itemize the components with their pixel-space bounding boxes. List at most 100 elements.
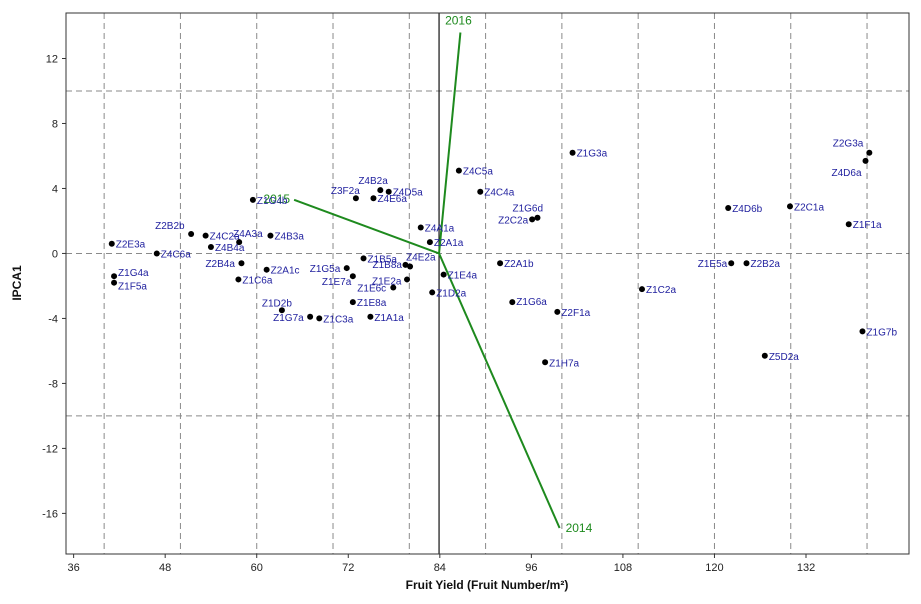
genotype-point: [370, 195, 377, 202]
genotype-label: Z1E4a: [448, 271, 478, 282]
genotype-label: Z1B8a: [372, 260, 402, 271]
genotype-point: [455, 167, 462, 174]
x-tick-label: 60: [251, 562, 263, 574]
x-tick-label: 72: [342, 562, 354, 574]
x-tick-label: 96: [525, 562, 537, 574]
genotype-point: [497, 260, 504, 267]
genotype-label: Z1E2a: [372, 276, 402, 287]
genotype-point: [542, 359, 549, 366]
genotype-point: [477, 188, 484, 195]
genotype-point: [202, 232, 209, 239]
genotype-label: Z4C6a: [161, 249, 191, 260]
genotype-label: Z4D6b: [732, 204, 762, 215]
genotype-point: [349, 299, 356, 306]
genotype-point: [407, 263, 414, 270]
genotype-label: Z4D6a: [831, 168, 861, 179]
genotype-point: [207, 243, 214, 250]
genotype-label: Z2B4a: [205, 259, 235, 270]
genotype-label: Z4B4a: [215, 243, 245, 254]
genotype-label: Z1E8a: [357, 298, 387, 309]
genotype-label: Z1G7a: [273, 313, 304, 324]
genotype-point: [385, 188, 392, 195]
genotype-point: [429, 289, 436, 296]
genotype-point: [728, 260, 735, 267]
genotype-label: Z1F5a: [118, 282, 147, 293]
genotype-point: [307, 313, 314, 320]
y-tick-label: -16: [42, 508, 58, 520]
genotype-point: [153, 250, 160, 257]
vector-2015: [293, 198, 440, 255]
genotype-point: [352, 195, 359, 202]
plot-background: [66, 13, 909, 554]
genotype-point: [845, 221, 852, 228]
genotype-label: Z1G5a: [310, 264, 341, 275]
genotype-label: Z1D2b: [262, 298, 292, 309]
x-tick-label: 120: [705, 562, 723, 574]
genotype-label: Z1E5a: [698, 259, 728, 270]
genotype-label: Z2C1a: [794, 202, 824, 213]
genotype-point: [349, 273, 356, 280]
genotype-point: [111, 273, 118, 280]
genotype-point: [402, 261, 409, 268]
genotype-label: Z4E6a: [377, 194, 407, 205]
vector-label: 2015: [263, 192, 290, 206]
genotype-label: Z4E2a: [406, 252, 436, 263]
genotype-label: Z2A1b: [504, 259, 534, 270]
genotype-point: [529, 216, 536, 223]
genotype-label: Z4A1a: [425, 223, 455, 234]
genotype-point: [743, 260, 750, 267]
genotype-label: Z1D2a: [436, 288, 466, 299]
genotype-label: Z1G3a: [577, 149, 608, 160]
genotype-point: [404, 276, 411, 283]
x-axis-title: Fruit Yield (Fruit Number/m²): [406, 578, 569, 592]
genotype-label: Z4B3a: [274, 232, 304, 243]
x-axis-ticks: 36 48 60 72 84 96 108 120 132: [68, 554, 815, 574]
genotype-label: Z4C5a: [463, 167, 493, 178]
genotype-point: [343, 265, 350, 272]
genotype-point: [367, 313, 374, 320]
grid: [66, 13, 909, 554]
genotype-label: Z2B2a: [751, 259, 781, 270]
genotype-label: Z1G6d: [512, 204, 543, 215]
vector-label: 2016: [445, 13, 472, 27]
y-axis-title: IPCA1: [10, 265, 24, 301]
genotype-label: Z1G7b: [866, 327, 897, 338]
genotype-point: [534, 214, 541, 221]
y-tick-label: -12: [42, 443, 58, 455]
genotype-point: [786, 203, 793, 210]
genotype-point: [111, 279, 118, 286]
genotype-label: Z2A1a: [434, 238, 464, 249]
genotype-point: [267, 232, 274, 239]
genotype-label: Z1E7a: [322, 277, 352, 288]
genotype-label: Z4C2a: [210, 232, 240, 243]
y-tick-label: -4: [48, 313, 58, 325]
genotype-point: [377, 187, 384, 194]
y-tick-label: 12: [46, 53, 58, 65]
genotype-point: [249, 196, 256, 203]
genotype-point: [238, 260, 245, 267]
y-tick-label: -8: [48, 378, 58, 390]
x-tick-label: 84: [434, 562, 446, 574]
genotype-point: [426, 239, 433, 246]
genotype-point: [554, 308, 561, 315]
genotype-label: Z4D5a: [393, 188, 423, 199]
genotype-point: [761, 352, 768, 359]
genotype-label: Z1C2a: [646, 285, 676, 296]
plot-frame: [65, 12, 910, 555]
genotype-label: Z1C3a: [323, 314, 353, 325]
genotype-point: [278, 307, 285, 314]
genotype-point: [638, 286, 645, 293]
genotype-point: [417, 224, 424, 231]
y-tick-label: 4: [52, 183, 58, 195]
genotype-label: Z5D2a: [769, 352, 799, 363]
genotype-label: Z2E3a: [116, 240, 146, 251]
vector-2016: [438, 32, 462, 254]
genotype-label: Z4B2a: [358, 176, 388, 187]
genotype-point: [390, 284, 397, 291]
y-tick-label: 0: [52, 248, 58, 260]
genotype-label: Z1H7a: [549, 358, 579, 369]
x-tick-label: 48: [159, 562, 171, 574]
genotype-label: Z3F2a: [331, 186, 360, 197]
genotype-label: Z2A1c: [271, 266, 300, 277]
